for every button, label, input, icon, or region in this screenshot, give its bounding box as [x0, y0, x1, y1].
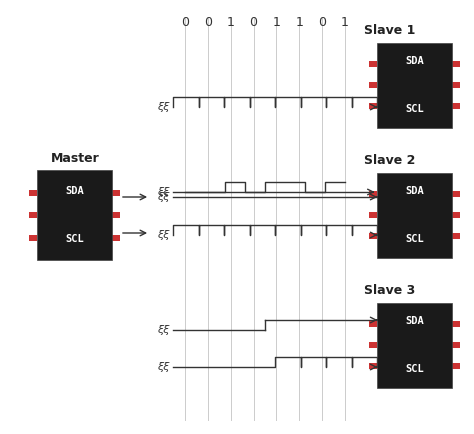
Text: SCL: SCL	[406, 104, 424, 114]
Text: 0: 0	[204, 16, 212, 29]
Bar	[112, 234, 120, 240]
Text: Master: Master	[51, 151, 100, 164]
Bar	[370, 61, 377, 67]
Bar	[370, 363, 377, 369]
Text: SDA: SDA	[65, 186, 84, 196]
Bar	[377, 302, 453, 388]
Bar	[370, 342, 377, 348]
Text: 1: 1	[273, 16, 280, 29]
Bar	[453, 191, 461, 197]
Text: SDA: SDA	[406, 316, 424, 326]
Text: 0: 0	[250, 16, 257, 29]
Bar	[37, 170, 112, 260]
Bar	[370, 191, 377, 197]
Bar	[453, 212, 461, 218]
Text: ξξ: ξξ	[157, 325, 169, 335]
Text: ξξ: ξξ	[157, 102, 169, 112]
Text: SCL: SCL	[65, 234, 84, 244]
Bar	[29, 190, 37, 195]
Bar	[29, 212, 37, 218]
Text: Slave 3: Slave 3	[364, 284, 415, 297]
Text: 1: 1	[227, 16, 235, 29]
Bar	[370, 212, 377, 218]
Text: SCL: SCL	[406, 234, 424, 244]
Text: SDA: SDA	[406, 56, 424, 66]
Text: ξξ: ξξ	[157, 187, 169, 197]
Text: 1: 1	[295, 16, 303, 29]
Text: Slave 2: Slave 2	[364, 154, 415, 167]
Bar	[453, 342, 461, 348]
Bar	[370, 233, 377, 239]
Bar	[29, 234, 37, 240]
Text: ξξ: ξξ	[157, 230, 169, 240]
Bar	[112, 212, 120, 218]
Text: 0: 0	[318, 16, 326, 29]
Text: SDA: SDA	[406, 186, 424, 196]
Bar	[453, 61, 461, 67]
Bar	[453, 321, 461, 327]
Bar	[112, 190, 120, 195]
Bar	[377, 43, 453, 128]
Bar	[370, 321, 377, 327]
Text: 1: 1	[341, 16, 349, 29]
Text: SCL: SCL	[406, 364, 424, 374]
Bar	[453, 103, 461, 109]
Bar	[377, 172, 453, 257]
Text: 0: 0	[181, 16, 189, 29]
Bar	[453, 233, 461, 239]
Bar	[370, 82, 377, 88]
Bar	[453, 82, 461, 88]
Bar	[370, 103, 377, 109]
Text: Slave 1: Slave 1	[364, 24, 415, 37]
Bar	[453, 363, 461, 369]
Text: ξξ: ξξ	[157, 362, 169, 372]
Text: ξξ: ξξ	[157, 192, 169, 202]
